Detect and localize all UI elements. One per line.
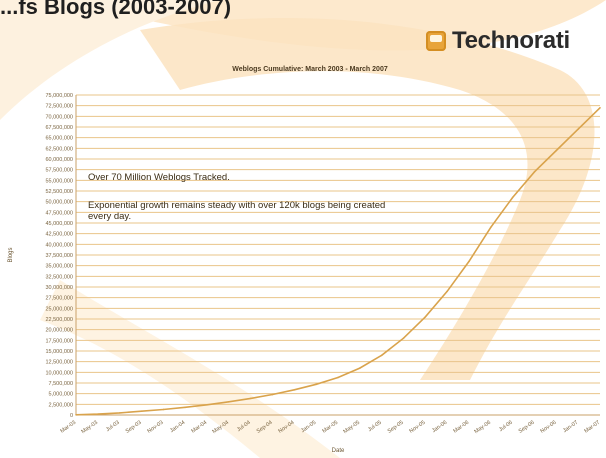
y-tick-label: 75,000,000 — [45, 93, 73, 99]
series-line — [75, 107, 601, 416]
data-point — [75, 413, 77, 416]
y-tick-label: 20,000,000 — [45, 328, 73, 334]
x-tick-label: Mar-04 — [190, 420, 208, 435]
y-tick-label: 65,000,000 — [45, 136, 73, 142]
x-tick-labels: Mar-03 May-03 Jul-03 Sep-03 Nov-03 Jan-04 Mar-… — [59, 420, 601, 435]
page-title: ...fs Blogs (2003-2007) — [0, 0, 232, 19]
y-tick-label: 37,500,000 — [45, 253, 73, 259]
y-tick-label: 47,500,000 — [45, 210, 73, 216]
x-tick-label: Nov-06 — [540, 420, 558, 435]
y-tick-label: 0 — [70, 413, 73, 419]
x-tick-label: May-03 — [81, 420, 99, 435]
y-tick-label: 25,000,000 — [45, 306, 73, 312]
y-tick-label: 5,000,000 — [49, 392, 73, 398]
data-point — [511, 196, 514, 199]
y-tick-label: 12,500,000 — [45, 360, 73, 366]
y-tick-label: 17,500,000 — [45, 338, 73, 344]
y-tick-label: 72,500,000 — [45, 104, 73, 110]
y-tick-label: 27,500,000 — [45, 296, 73, 302]
x-tick-label: Jan-05 — [300, 420, 317, 435]
y-tick-label: 2,500,000 — [49, 402, 73, 408]
y-tick-label: 70,000,000 — [45, 114, 73, 120]
y-tick-label: 30,000,000 — [45, 285, 73, 291]
data-point — [162, 408, 165, 411]
y-tick-label: 42,500,000 — [45, 232, 73, 238]
data-point — [490, 226, 492, 229]
data-point — [468, 260, 470, 263]
data-point — [315, 383, 317, 386]
data-point — [140, 410, 143, 412]
technorati-logo-icon — [426, 31, 446, 51]
x-tick-label: Sep-05 — [387, 420, 405, 435]
y-tick-label: 62,500,000 — [45, 146, 73, 152]
x-tick-label: Jul-03 — [105, 420, 121, 434]
data-point — [402, 337, 405, 340]
technorati-logo: Technorati — [426, 26, 570, 56]
series — [75, 107, 601, 416]
x-tick-label: Nov-03 — [147, 420, 165, 435]
data-point — [293, 389, 296, 391]
axes — [75, 95, 600, 416]
x-tick-label: Mar-03 — [59, 420, 77, 435]
x-tick-label: Mar-06 — [452, 420, 470, 435]
y-tick-labels: 0 2,500,000 5,000,000 7,500,000 10,000,000 12… — [45, 93, 73, 419]
x-tick-label: May-05 — [343, 420, 361, 435]
x-tick-label: Jul-04 — [236, 420, 252, 434]
x-tick-label: Sep-06 — [518, 420, 536, 435]
data-point — [424, 316, 427, 318]
y-tick-label: 40,000,000 — [45, 242, 73, 248]
x-axis-label: Date — [332, 448, 345, 454]
y-tick-label: 60,000,000 — [45, 157, 73, 163]
y-tick-label: 22,500,000 — [45, 317, 73, 323]
y-axis-label: Blogs — [8, 247, 14, 262]
data-point — [118, 412, 121, 414]
data-point — [206, 403, 208, 406]
x-tick-label: Sep-04 — [256, 420, 274, 435]
data-point — [577, 128, 579, 130]
data-point — [359, 367, 361, 369]
data-point — [97, 413, 99, 415]
y-tick-label: 67,500,000 — [45, 125, 73, 131]
y-tick-label: 15,000,000 — [45, 349, 73, 355]
x-tick-label: Jan-07 — [562, 420, 579, 435]
data-point — [228, 400, 230, 403]
y-tick-label: 7,500,000 — [49, 381, 73, 387]
y-tick-label: 52,500,000 — [45, 189, 73, 195]
x-tick-label: Sep-03 — [125, 420, 143, 435]
data-point — [446, 290, 448, 293]
x-tick-label: Jan-04 — [169, 420, 186, 435]
y-tick-label: 55,000,000 — [45, 178, 73, 184]
annotation-growth: Exponential growth remains steady with o… — [88, 200, 386, 222]
x-tick-label: Nov-04 — [278, 420, 296, 435]
y-tick-label: 45,000,000 — [45, 221, 73, 227]
grid — [76, 94, 600, 416]
x-tick-label: Mar-07 — [583, 420, 601, 435]
y-tick-label: 32,500,000 — [45, 274, 73, 280]
y-tick-label: 10,000,000 — [45, 370, 73, 376]
x-tick-label: Jan-06 — [431, 420, 448, 435]
data-point — [599, 107, 601, 109]
data-point — [337, 376, 339, 379]
chart-title: Weblogs Cumulative: March 2003 - March 2… — [232, 66, 388, 73]
data-point — [555, 149, 558, 152]
y-tick-label: 35,000,000 — [45, 264, 73, 270]
data-point — [271, 393, 274, 396]
x-tick-label: May-04 — [212, 420, 230, 435]
x-tick-label: May-06 — [474, 420, 492, 435]
logo-text: Technorati — [452, 27, 570, 54]
data-point — [184, 406, 186, 409]
data-point — [380, 354, 383, 357]
x-tick-label: Jul-06 — [498, 420, 514, 434]
x-tick-label: Jul-05 — [367, 420, 383, 434]
x-tick-label: Mar-05 — [321, 420, 339, 435]
x-tick-label: Nov-05 — [409, 420, 427, 435]
data-point — [249, 397, 252, 400]
data-point — [533, 171, 536, 173]
annotation-total: Over 70 Million Weblogs Tracked. — [88, 172, 230, 183]
y-tick-label: 57,500,000 — [45, 168, 73, 174]
y-tick-label: 50,000,000 — [45, 200, 73, 206]
